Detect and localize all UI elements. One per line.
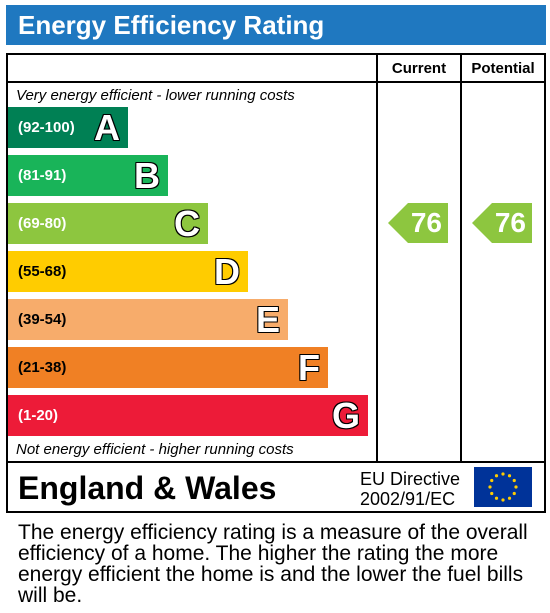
potential-column-header: Potential [471, 60, 535, 77]
band-e: (39-54) E [8, 299, 288, 340]
eu-star [507, 496, 512, 500]
band-range-label: (55-68) [18, 263, 67, 280]
eu-star [507, 474, 512, 478]
band-range-label: (69-80) [18, 215, 67, 232]
eu-star [490, 491, 494, 496]
current-rating-value: 76 [410, 207, 442, 238]
column-divider-current [376, 53, 378, 463]
description-text: The energy efficiency rating is a measur… [18, 521, 528, 607]
column-divider-potential [460, 53, 462, 463]
band-letter: E [255, 299, 280, 340]
directive-line-1: EU Directive [360, 469, 461, 489]
current-column-header: Current [391, 60, 447, 77]
directive-line-2: 2002/91/EC [360, 489, 456, 509]
band-letter: C [174, 203, 200, 244]
eu-star [501, 472, 505, 476]
eu-star [512, 478, 516, 483]
eu-star [512, 491, 516, 496]
eu-star [490, 478, 494, 483]
band-range-label: (21-38) [18, 359, 67, 376]
band-letter: D [214, 251, 240, 292]
band-f: (21-38) F [8, 347, 328, 388]
footer-divider [6, 461, 546, 463]
eu-star [494, 496, 499, 500]
top-caption: Very energy efficient - lower running co… [16, 87, 295, 104]
band-letter: B [134, 155, 160, 196]
band-letter: G [331, 395, 360, 436]
page-title: Energy Efficiency Rating [6, 5, 546, 45]
band-c: (69-80) C [8, 203, 208, 244]
band-letter: F [298, 347, 320, 388]
country-label: England & Wales [18, 470, 277, 506]
band-range-label: (39-54) [18, 311, 67, 328]
band-range-label: (81-91) [18, 167, 67, 184]
header-divider [6, 81, 546, 83]
eu-star [494, 474, 499, 478]
eu-flag-icon [474, 467, 532, 507]
band-letter: A [94, 107, 120, 148]
band-d: (55-68) D [8, 251, 248, 292]
eu-star [514, 485, 518, 489]
rating-table [6, 53, 546, 513]
band-range-label: (92-100) [18, 119, 75, 136]
band-b: (81-91) B [8, 155, 168, 196]
eu-star [501, 498, 505, 502]
band-g: (1-20) G [8, 395, 368, 436]
bottom-caption: Not energy efficient - higher running co… [16, 441, 294, 458]
band-range-label: (1-20) [18, 407, 59, 424]
band-a: (92-100) A [8, 107, 128, 148]
eu-star [488, 485, 492, 489]
potential-rating-value: 76 [494, 207, 526, 238]
